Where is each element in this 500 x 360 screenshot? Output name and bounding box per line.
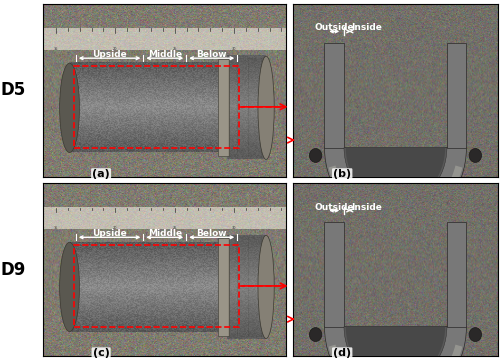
Wedge shape (344, 327, 447, 360)
Text: 30: 30 (232, 226, 236, 230)
Text: 20: 20 (113, 47, 117, 51)
Bar (447, 222, 466, 327)
Wedge shape (346, 148, 445, 203)
Ellipse shape (258, 235, 274, 338)
Bar (324, 222, 344, 327)
Text: Middle: Middle (148, 229, 182, 238)
Bar (74, 245, 239, 327)
Text: Below: Below (196, 229, 227, 238)
Text: Upside: Upside (92, 50, 127, 59)
Text: 30: 30 (232, 47, 236, 51)
Bar (218, 238, 229, 336)
Circle shape (469, 328, 482, 342)
Text: Below: Below (196, 50, 227, 59)
Text: Middle: Middle (148, 50, 182, 59)
Ellipse shape (60, 242, 80, 332)
Bar (447, 43, 466, 148)
Bar (74, 66, 239, 148)
Text: 25: 25 (172, 47, 177, 51)
Text: Upside: Upside (92, 229, 127, 238)
Ellipse shape (258, 56, 274, 159)
Text: Outside: Outside (314, 23, 354, 32)
Circle shape (310, 328, 322, 342)
Text: (a): (a) (92, 169, 110, 179)
Wedge shape (328, 166, 462, 225)
Bar (324, 43, 344, 148)
Bar (218, 59, 229, 157)
Wedge shape (344, 148, 447, 205)
Text: D5: D5 (1, 81, 26, 99)
Circle shape (310, 149, 322, 162)
Ellipse shape (60, 63, 80, 153)
Text: Inside: Inside (350, 203, 382, 212)
Wedge shape (324, 148, 466, 227)
Wedge shape (324, 327, 466, 360)
Text: (c): (c) (92, 348, 110, 359)
Wedge shape (328, 345, 462, 360)
Text: 15: 15 (54, 226, 58, 230)
Text: Outside: Outside (314, 203, 354, 212)
Text: D9: D9 (1, 261, 26, 279)
Circle shape (469, 149, 482, 162)
Text: Inside: Inside (350, 23, 382, 32)
Wedge shape (346, 327, 445, 360)
Text: 25: 25 (172, 226, 177, 230)
Text: (b): (b) (333, 169, 351, 179)
Text: 20: 20 (113, 226, 117, 230)
Text: (d): (d) (333, 348, 351, 359)
Text: 15: 15 (54, 47, 58, 51)
